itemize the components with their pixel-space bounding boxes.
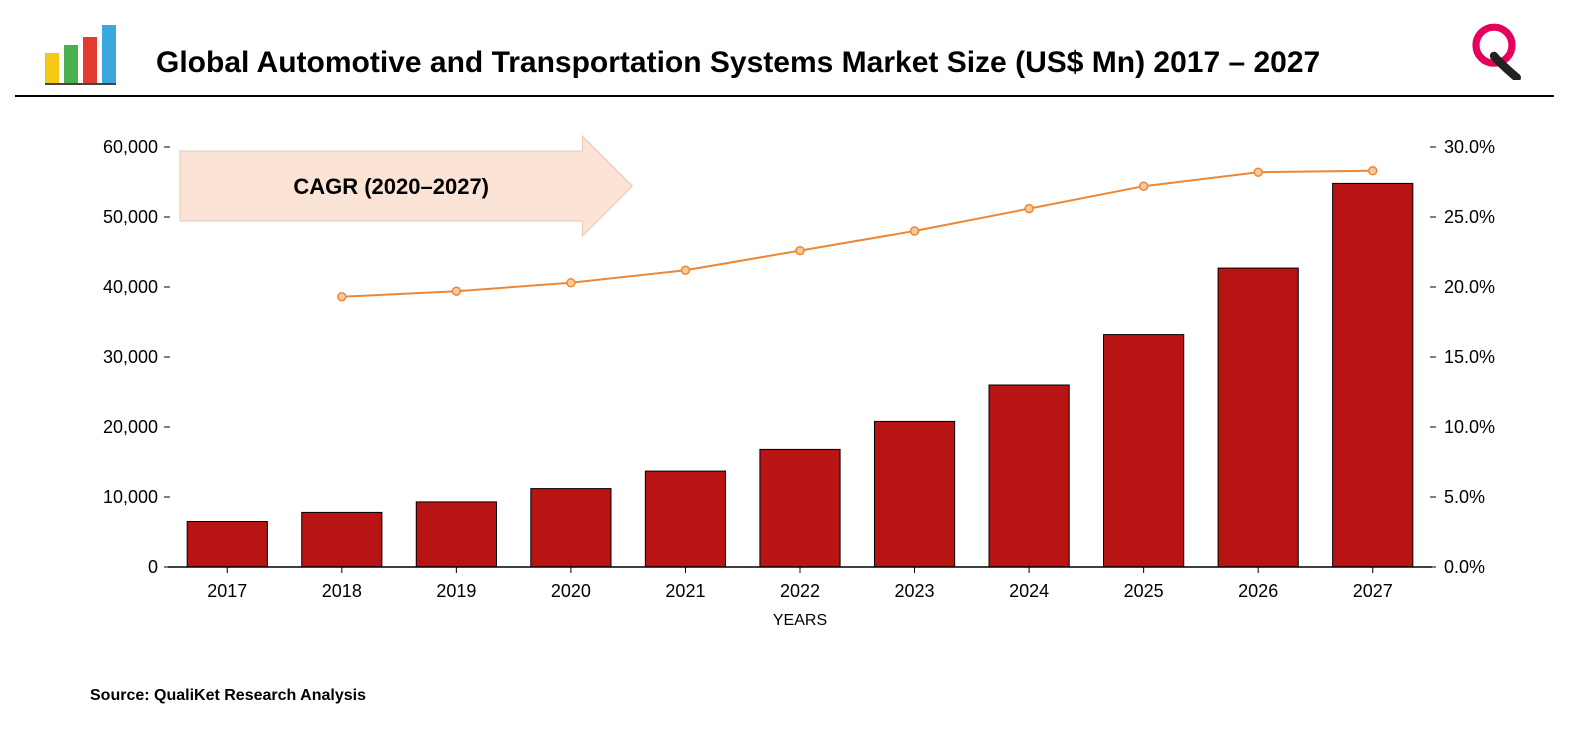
- svg-text:0: 0: [148, 557, 158, 577]
- bar: [645, 471, 725, 567]
- svg-text:50,000: 50,000: [103, 207, 158, 227]
- svg-text:30,000: 30,000: [103, 347, 158, 367]
- svg-text:40,000: 40,000: [103, 277, 158, 297]
- svg-text:2025: 2025: [1124, 581, 1164, 601]
- line-marker: [1025, 205, 1033, 213]
- source-label: Source: QualiKet Research Analysis: [90, 687, 1569, 705]
- svg-text:20.0%: 20.0%: [1444, 277, 1495, 297]
- svg-text:15.0%: 15.0%: [1444, 347, 1495, 367]
- svg-text:2018: 2018: [322, 581, 362, 601]
- bar: [416, 502, 496, 567]
- svg-text:30.0%: 30.0%: [1444, 137, 1495, 157]
- combo-chart: 0 10,000 20,000 30,000 40,000 50,000 60,000 0.0…: [50, 127, 1519, 667]
- title-block: Global Automotive and Transportation Sys…: [45, 23, 1320, 85]
- svg-text:2022: 2022: [780, 581, 820, 601]
- line-marker: [452, 287, 460, 295]
- page-title: Global Automotive and Transportation Sys…: [156, 46, 1320, 85]
- brand-logo-icon: [1464, 20, 1524, 85]
- svg-text:60,000: 60,000: [103, 137, 158, 157]
- header: Global Automotive and Transportation Sys…: [15, 0, 1554, 97]
- svg-text:10,000: 10,000: [103, 487, 158, 507]
- x-axis-label: YEARS: [773, 612, 827, 629]
- svg-text:2021: 2021: [665, 581, 705, 601]
- bar: [531, 489, 611, 567]
- svg-text:2026: 2026: [1238, 581, 1278, 601]
- bar-logo-icon: [45, 23, 116, 85]
- bar: [187, 522, 267, 568]
- svg-text:2023: 2023: [895, 581, 935, 601]
- svg-text:5.0%: 5.0%: [1444, 487, 1485, 507]
- bar: [1104, 335, 1184, 567]
- line-marker: [338, 293, 346, 301]
- line-marker: [1369, 167, 1377, 175]
- bar: [1218, 268, 1298, 567]
- svg-text:2027: 2027: [1353, 581, 1393, 601]
- svg-text:2024: 2024: [1009, 581, 1049, 601]
- svg-text:20,000: 20,000: [103, 417, 158, 437]
- bar: [989, 385, 1069, 567]
- svg-text:0.0%: 0.0%: [1444, 557, 1485, 577]
- bar: [874, 421, 954, 567]
- line-marker: [681, 266, 689, 274]
- svg-text:2019: 2019: [436, 581, 476, 601]
- line-marker: [1140, 182, 1148, 190]
- line-marker: [1254, 168, 1262, 176]
- svg-text:2020: 2020: [551, 581, 591, 601]
- svg-text:25.0%: 25.0%: [1444, 207, 1495, 227]
- chart-area: 0 10,000 20,000 30,000 40,000 50,000 60,000 0.0…: [50, 127, 1519, 667]
- bar: [1333, 183, 1413, 567]
- svg-text:10.0%: 10.0%: [1444, 417, 1495, 437]
- line-marker: [911, 227, 919, 235]
- line-marker: [567, 279, 575, 287]
- svg-text:2017: 2017: [207, 581, 247, 601]
- bar: [302, 512, 382, 567]
- line-marker: [796, 247, 804, 255]
- bar: [760, 449, 840, 567]
- cagr-label: CAGR (2020–2027): [293, 174, 489, 199]
